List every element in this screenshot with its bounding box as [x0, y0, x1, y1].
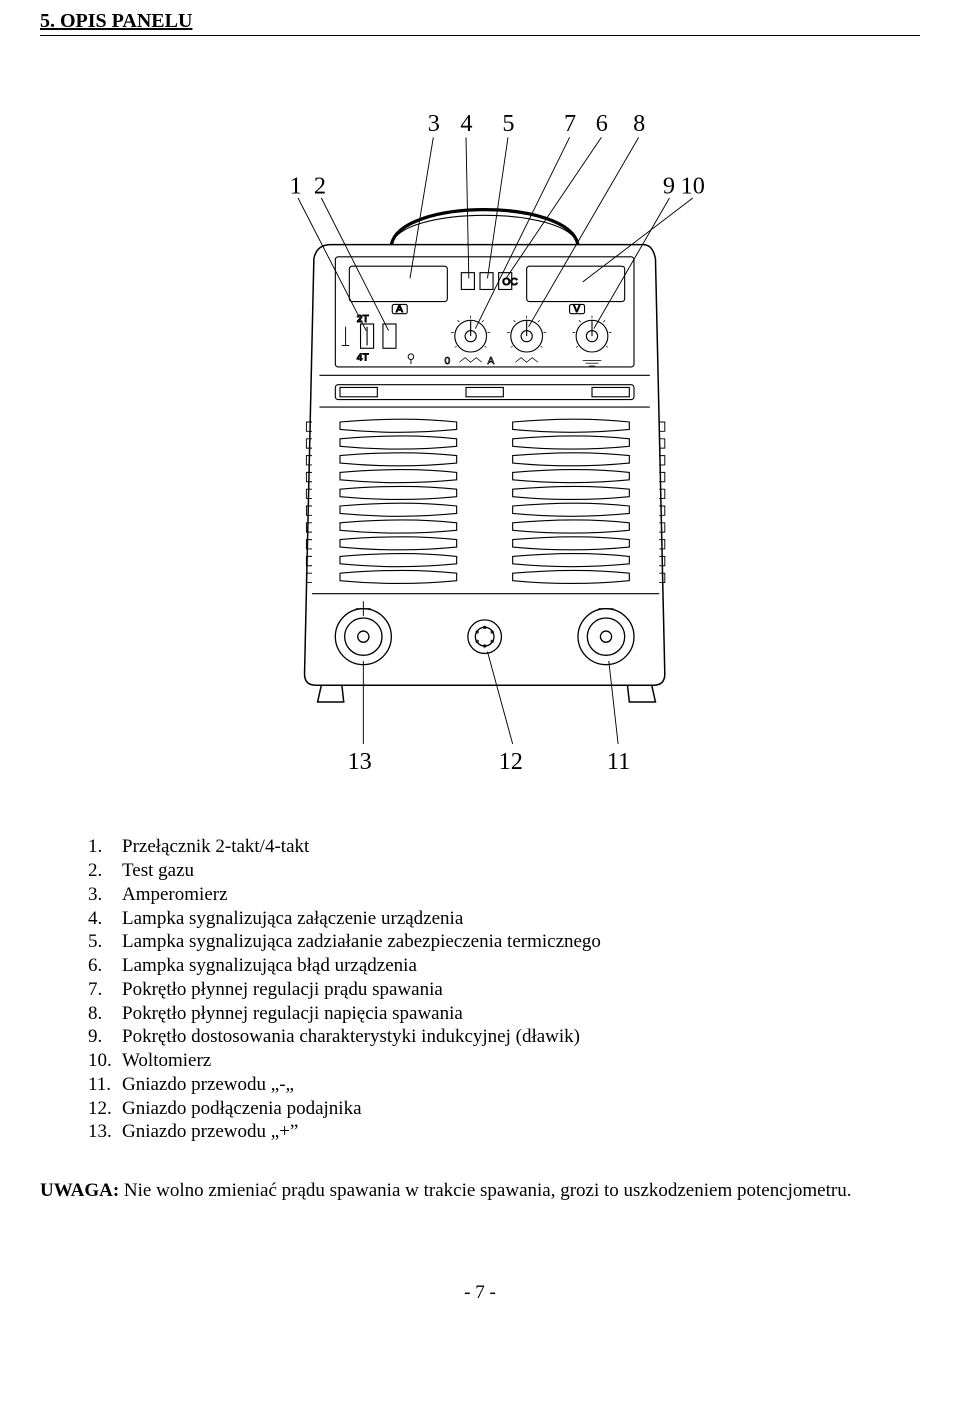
svg-text:10: 10: [681, 172, 705, 199]
svg-text:13: 13: [347, 748, 371, 775]
list-item: 5.Lampka sygnalizująca zadziałanie zabez…: [88, 930, 601, 954]
list-item: 2.Test gazu: [88, 859, 601, 883]
svg-text:9: 9: [663, 172, 675, 199]
svg-text:4: 4: [460, 110, 472, 137]
section-heading: 5. OPIS PANELU: [40, 10, 920, 33]
svg-text:2: 2: [314, 172, 326, 199]
heading-underline: [40, 35, 920, 36]
svg-text:5: 5: [502, 110, 514, 137]
warning-label: UWAGA:: [40, 1180, 119, 1201]
svg-text:12: 12: [499, 748, 523, 775]
list-item: 9.Pokrętło dostosowania charakterystyki …: [88, 1025, 601, 1049]
svg-text:8: 8: [633, 110, 645, 137]
svg-text:7: 7: [564, 110, 576, 137]
list-item: 3.Amperomierz: [88, 883, 601, 907]
list-item: 8.Pokrętło płynnej regulacji napięcia sp…: [88, 1002, 601, 1026]
list-item: 6.Lampka sygnalizująca błąd urządzenia: [88, 954, 601, 978]
svg-text:1: 1: [290, 172, 302, 199]
legend-list: 1.Przełącznik 2-takt/4-takt 2.Test gazu …: [40, 835, 920, 1144]
list-item: 10.Woltomierz: [88, 1049, 601, 1073]
svg-text:A: A: [487, 356, 494, 367]
svg-text:A: A: [396, 304, 403, 315]
svg-text:3: 3: [428, 110, 440, 137]
svg-text:V: V: [573, 304, 580, 315]
svg-text:OC: OC: [502, 277, 518, 288]
knob: [511, 320, 543, 352]
page-number: - 7 -: [40, 1282, 920, 1304]
svg-text:6: 6: [596, 110, 608, 137]
knob: [455, 320, 487, 352]
warning-paragraph: UWAGA: Nie wolno zmieniać prądu spawania…: [40, 1180, 920, 1202]
warning-text: Nie wolno zmieniać prądu spawania w trak…: [124, 1180, 852, 1201]
control-panel: OC A V 2T 4T: [335, 257, 634, 367]
panel-diagram: OC A V 2T 4T: [200, 86, 760, 795]
list-item: 13.Gniazdo przewodu „+”: [88, 1120, 601, 1144]
svg-text:0: 0: [445, 356, 451, 367]
list-item: 7.Pokrętło płynnej regulacji prądu spawa…: [88, 978, 601, 1002]
list-item: 11.Gniazdo przewodu „-„: [88, 1073, 601, 1097]
knob: [576, 320, 608, 352]
list-item: 1.Przełącznik 2-takt/4-takt: [88, 835, 601, 859]
svg-text:4T: 4T: [357, 352, 370, 363]
vent-louvers: [306, 419, 664, 594]
list-item: 12.Gniazdo podłączenia podajnika: [88, 1097, 601, 1121]
bottom-sockets: [335, 601, 634, 664]
svg-text:11: 11: [607, 748, 630, 775]
callout-leaders: [298, 137, 693, 744]
list-item: 4.Lampka sygnalizująca załączenie urządz…: [88, 907, 601, 931]
